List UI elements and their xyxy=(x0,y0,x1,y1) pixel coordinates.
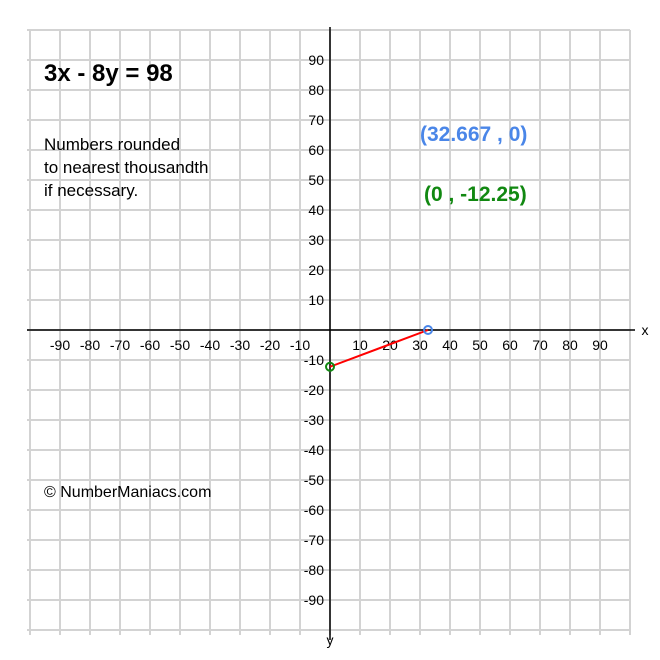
x-tick-label: 50 xyxy=(472,337,488,353)
y-tick-label: 10 xyxy=(308,292,324,308)
note-line: if necessary. xyxy=(44,181,139,200)
x-tick-label: -90 xyxy=(50,337,70,353)
note-line: to nearest thousandth xyxy=(44,158,209,177)
y-tick-label: -10 xyxy=(304,352,324,368)
y-tick-label: 90 xyxy=(308,52,324,68)
note-line: Numbers rounded xyxy=(44,135,181,154)
y-tick-label: -60 xyxy=(304,502,324,518)
y-tick-label: 30 xyxy=(308,232,324,248)
x-tick-label: 80 xyxy=(562,337,578,353)
x-tick-label: -80 xyxy=(80,337,100,353)
x-tick-label: -60 xyxy=(140,337,160,353)
copyright: © NumberManiacs.com xyxy=(44,484,212,501)
y-tick-label: 80 xyxy=(308,82,324,98)
x-tick-label: -40 xyxy=(200,337,220,353)
x-axis-label: x xyxy=(642,322,649,338)
intercept-point xyxy=(325,361,335,372)
x-intercept-label: (32.667 , 0) xyxy=(420,123,528,146)
y-axis-label: y xyxy=(327,632,334,648)
rounding-note: Numbers rounded to nearest thousandth if… xyxy=(44,133,264,202)
y-tick-label: -90 xyxy=(304,592,324,608)
y-tick-label: -40 xyxy=(304,442,324,458)
x-tick-label: -50 xyxy=(170,337,190,353)
y-tick-label: -50 xyxy=(304,472,324,488)
x-tick-label: 60 xyxy=(502,337,518,353)
y-tick-label: -30 xyxy=(304,412,324,428)
x-tick-label: -30 xyxy=(230,337,250,353)
y-tick-label: 60 xyxy=(308,142,324,158)
x-tick-label: -70 xyxy=(110,337,130,353)
intercept-point xyxy=(423,325,434,335)
x-tick-label: 40 xyxy=(442,337,458,353)
y-tick-label: -70 xyxy=(304,532,324,548)
equation-title: 3x - 8y = 98 xyxy=(44,60,173,87)
x-tick-label: 70 xyxy=(532,337,548,353)
x-tick-label: -20 xyxy=(260,337,280,353)
y-tick-label: -20 xyxy=(304,382,324,398)
x-tick-label: 30 xyxy=(412,337,428,353)
y-tick-label: 70 xyxy=(308,112,324,128)
x-tick-label: 10 xyxy=(352,337,368,353)
x-tick-label: -10 xyxy=(290,337,310,353)
x-tick-label: 90 xyxy=(592,337,608,353)
y-tick-label: -80 xyxy=(304,562,324,578)
y-tick-label: 20 xyxy=(308,262,324,278)
y-intercept-label: (0 , -12.25) xyxy=(424,183,527,206)
y-tick-label: 40 xyxy=(308,202,324,218)
equation-line xyxy=(329,329,429,368)
y-tick-label: 50 xyxy=(308,172,324,188)
